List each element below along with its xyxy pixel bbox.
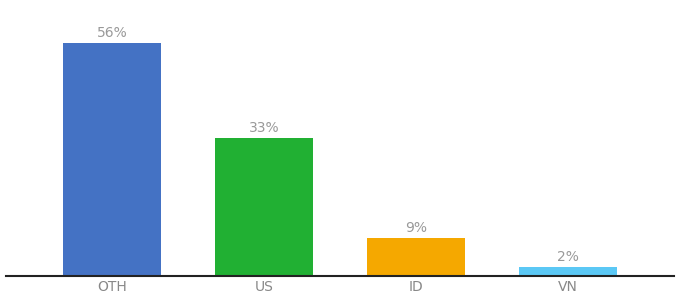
Bar: [367, 238, 465, 276]
Text: 56%: 56%: [97, 26, 127, 40]
Bar: [519, 267, 617, 276]
Text: 2%: 2%: [557, 250, 579, 264]
Bar: [215, 139, 313, 276]
Bar: [63, 43, 161, 276]
Text: 33%: 33%: [249, 121, 279, 135]
Text: 9%: 9%: [405, 221, 427, 235]
